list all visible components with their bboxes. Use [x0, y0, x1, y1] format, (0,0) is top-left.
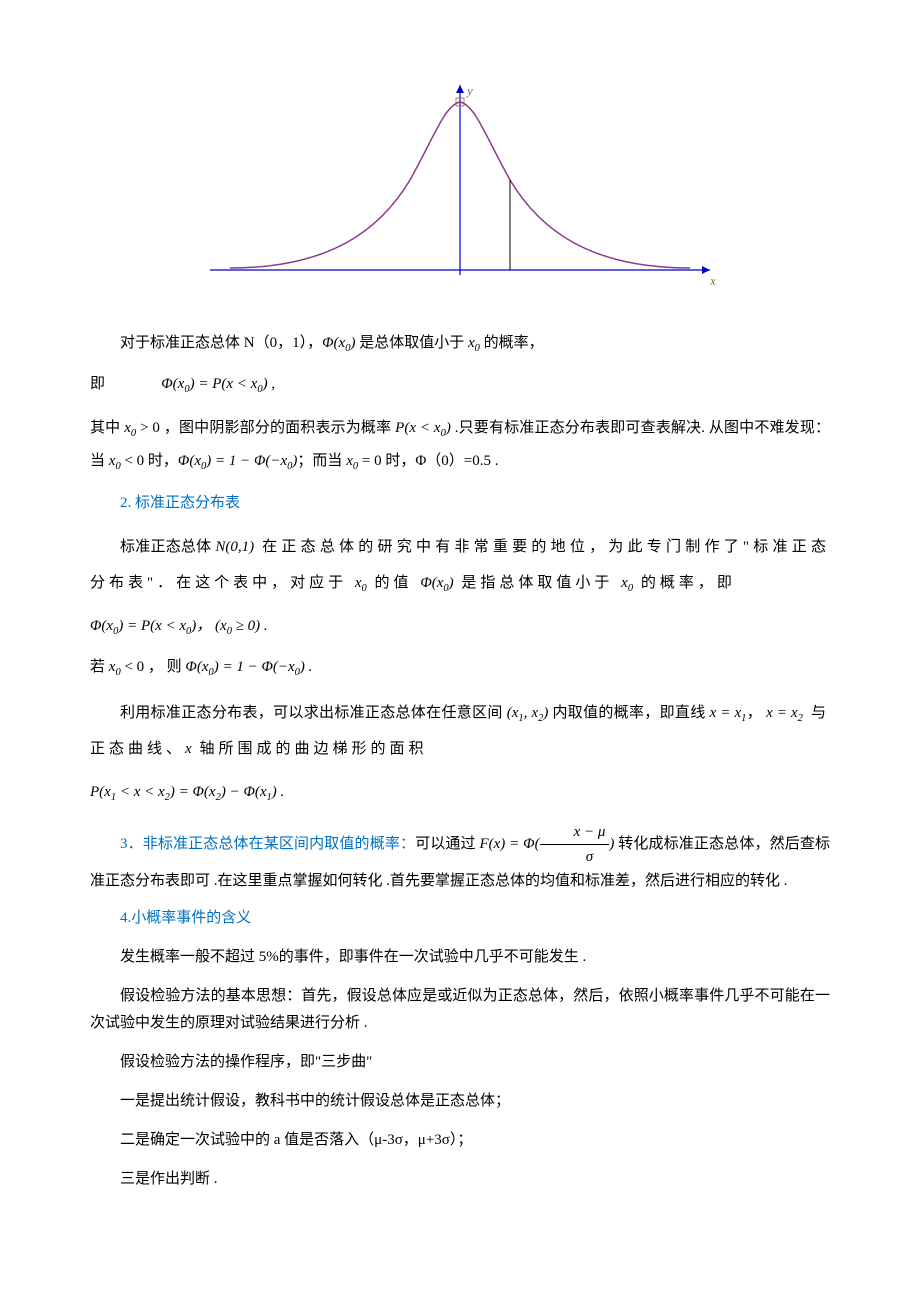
- x-label: x: [709, 273, 716, 288]
- normal-curve-chart: y x: [200, 80, 720, 310]
- paragraph-1: 对于标准正态总体 N（0，1），Φ(x0) 是总体取值小于 x0 的概率，: [90, 330, 830, 359]
- paragraph-4: 标准正态总体 N(0,1) 在正态总体的研究中有非常重要的地位，为此专门制作了"…: [90, 529, 830, 601]
- paragraph-3: 其中 x0 > 0 ，图中阴影部分的面积表示为概率 P(x < x0) .只要有…: [90, 412, 830, 478]
- paragraph-6: 若 x0 < 0 ， 则 Φ(x0) = 1 − Φ(−x0) .: [90, 654, 830, 683]
- section-4-title: 4.小概率事件的含义: [90, 905, 830, 932]
- paragraph-9: 3．非标准正态总体在某区间内取值的概率：可以通过 F(x) = Φ(x − μσ…: [90, 820, 830, 893]
- paragraph-14: 二是确定一次试验中的 a 值是否落入（μ-3σ，μ+3σ）；: [90, 1127, 830, 1154]
- paragraph-8: P(x1 < x < x2) = Φ(x2) − Φ(x1) .: [90, 779, 830, 808]
- paragraph-7: 利用标准正态分布表，可以求出标准正态总体在任意区间 (x1, x2) 内取值的概…: [90, 695, 830, 767]
- paragraph-13: 一是提出统计假设，教科书中的统计假设总体是正态总体；: [90, 1088, 830, 1115]
- paragraph-2: 即 Φ(x0) = P(x < x0) ,: [90, 371, 830, 400]
- paragraph-15: 三是作出判断 .: [90, 1166, 830, 1193]
- y-label: y: [465, 83, 473, 98]
- paragraph-12: 假设检验方法的操作程序，即"三步曲": [90, 1049, 830, 1076]
- y-axis-arrow: [456, 85, 464, 93]
- paragraph-5: Φ(x0) = P(x < x0)， (x0 ≥ 0) .: [90, 613, 830, 642]
- x-axis-arrow: [702, 266, 710, 274]
- paragraph-11: 假设检验方法的基本思想：首先，假设总体应是或近似为正态总体，然后，依照小概率事件…: [90, 983, 830, 1037]
- paragraph-10: 发生概率一般不超过 5%的事件，即事件在一次试验中几乎不可能发生 .: [90, 944, 830, 971]
- section-2-title: 2. 标准正态分布表: [90, 490, 830, 517]
